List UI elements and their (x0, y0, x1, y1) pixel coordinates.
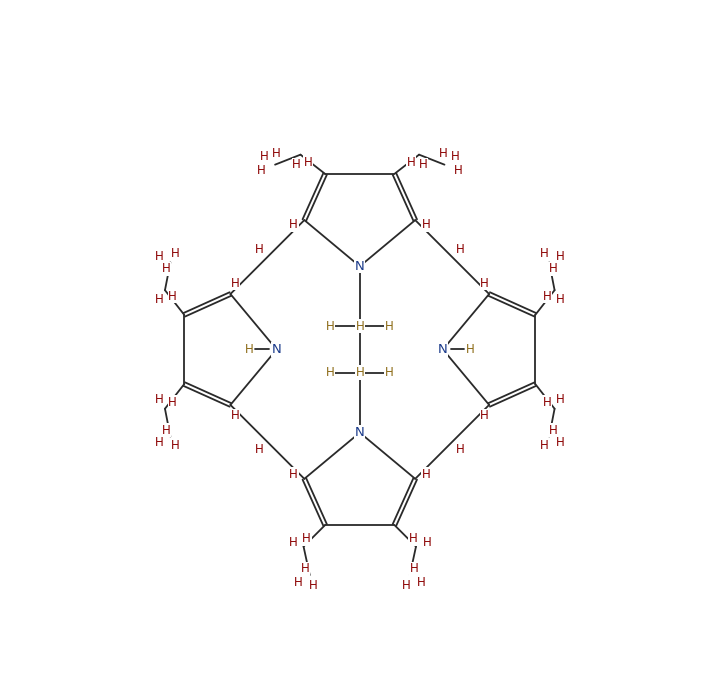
Text: H: H (292, 158, 301, 171)
Text: H: H (260, 150, 269, 163)
Text: H: H (171, 439, 179, 452)
Text: H: H (417, 576, 425, 590)
Text: H: H (549, 262, 557, 275)
Text: H: H (543, 290, 551, 303)
Text: H: H (355, 366, 364, 379)
Text: H: H (326, 366, 335, 379)
Text: N: N (355, 426, 364, 439)
Text: H: H (385, 366, 393, 379)
Text: H: H (154, 393, 163, 406)
Text: H: H (256, 243, 264, 256)
Text: H: H (557, 436, 565, 449)
Text: H: H (456, 443, 464, 456)
Text: H: H (289, 218, 298, 231)
Text: H: H (303, 532, 311, 545)
Text: H: H (557, 393, 565, 406)
Text: H: H (454, 164, 463, 177)
Text: H: H (256, 443, 264, 456)
Text: H: H (309, 579, 318, 592)
Text: H: H (355, 320, 364, 333)
Text: H: H (231, 277, 239, 290)
Text: H: H (244, 343, 253, 356)
Text: H: H (456, 243, 464, 256)
Text: H: H (162, 424, 171, 437)
Text: H: H (231, 409, 239, 422)
Text: N: N (438, 343, 448, 356)
Text: H: H (294, 576, 303, 590)
Text: H: H (154, 293, 163, 306)
Text: H: H (418, 158, 428, 171)
Text: H: H (409, 532, 417, 545)
Text: H: H (304, 156, 312, 169)
Text: H: H (402, 579, 411, 592)
Text: H: H (480, 277, 489, 290)
Text: H: H (326, 320, 335, 333)
Text: H: H (257, 164, 265, 177)
Text: H: H (541, 247, 549, 260)
Text: H: H (300, 563, 310, 576)
Text: H: H (162, 262, 171, 275)
Text: H: H (422, 218, 430, 231)
Text: H: H (171, 247, 179, 260)
Text: H: H (154, 436, 163, 449)
Text: H: H (439, 147, 447, 161)
Text: H: H (557, 293, 565, 306)
Text: H: H (385, 320, 393, 333)
Text: H: H (541, 439, 549, 452)
Text: N: N (272, 343, 282, 356)
Text: H: H (451, 150, 460, 163)
Text: N: N (355, 260, 364, 273)
Text: H: H (543, 396, 551, 409)
Text: H: H (272, 147, 281, 161)
Text: H: H (549, 424, 557, 437)
Text: H: H (168, 290, 177, 303)
Text: H: H (154, 250, 163, 263)
Text: H: H (289, 536, 297, 549)
Text: H: H (422, 468, 430, 481)
Text: H: H (466, 343, 475, 356)
Text: H: H (407, 156, 416, 169)
Text: H: H (423, 536, 431, 549)
Text: H: H (289, 468, 298, 481)
Text: H: H (480, 409, 489, 422)
Text: H: H (168, 396, 177, 409)
Text: H: H (410, 563, 419, 576)
Text: H: H (557, 250, 565, 263)
